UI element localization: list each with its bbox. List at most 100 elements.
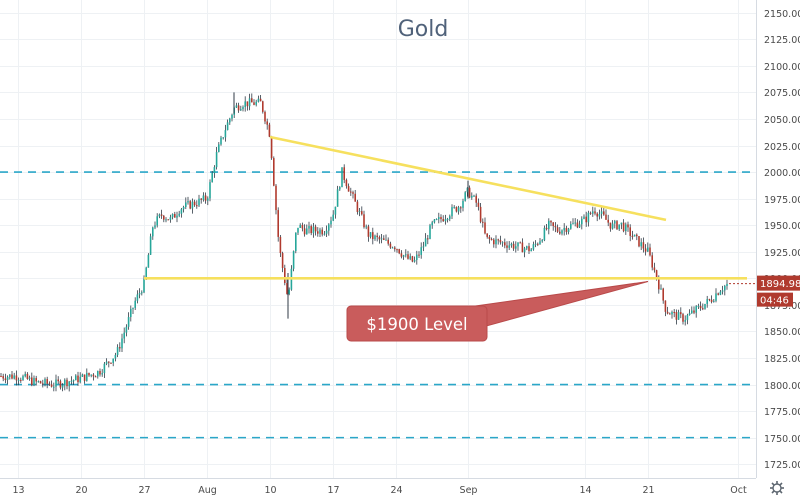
candle-body [259, 98, 262, 102]
candle-body [407, 254, 409, 259]
candle-body [418, 254, 420, 256]
candle-body [323, 233, 326, 235]
candle-body [270, 136, 273, 159]
candle-body [440, 217, 442, 220]
candle-body [616, 221, 618, 230]
candle-body [0, 376, 2, 378]
candle-body [145, 267, 147, 279]
candle-body [442, 219, 444, 222]
candle-body [68, 381, 70, 387]
candle-body [642, 242, 645, 249]
candle-body [171, 213, 174, 218]
candle-body [15, 375, 18, 381]
x-tick-label: Aug [198, 485, 217, 496]
x-tick-label: 10 [264, 485, 276, 496]
candle-body [28, 377, 31, 379]
candle-body [279, 236, 282, 254]
candle-body [510, 243, 513, 246]
candle-body [475, 195, 477, 203]
candle-body [710, 299, 713, 302]
candle-body [130, 308, 132, 318]
candle-body [539, 241, 541, 245]
candle-body [618, 224, 620, 230]
candle-body [284, 268, 286, 284]
candle-body [402, 255, 405, 257]
candle-body [523, 248, 526, 253]
candle-body [136, 294, 139, 301]
candle-body [167, 219, 169, 221]
candle-body [435, 219, 438, 221]
countdown-label: 04:46 [760, 296, 789, 307]
candle-body [303, 228, 306, 235]
candle-body [224, 130, 227, 138]
candle-body [598, 213, 601, 217]
candle-body [132, 307, 134, 309]
candle-body [369, 232, 372, 237]
callout-box [346, 305, 488, 342]
y-tick-label: 1950.00 [764, 221, 800, 232]
candle-body [574, 222, 576, 224]
candle-body [103, 363, 106, 374]
candle-body [64, 379, 66, 386]
candle-body [433, 219, 436, 223]
candle-body [497, 239, 499, 241]
candle-body [374, 235, 376, 240]
candle-body [350, 191, 352, 193]
candle-body [405, 254, 407, 256]
candle-body [537, 243, 539, 245]
candle-body [484, 222, 486, 234]
candle-body [248, 98, 251, 107]
grid [0, 0, 756, 478]
candle-body [251, 98, 253, 103]
last-price-tag [757, 275, 800, 291]
candle-body [6, 376, 9, 381]
candle-body [578, 224, 581, 228]
candle-body [559, 231, 561, 234]
x-tick-label: 24 [390, 485, 402, 496]
candle-body [666, 311, 669, 314]
candle-body [281, 253, 284, 269]
candle-body [389, 243, 392, 248]
candle-body [35, 378, 37, 382]
candle-body [429, 225, 431, 239]
candle-body [501, 242, 504, 244]
callout-label: $1900 Level [366, 315, 467, 334]
candle-body [508, 245, 510, 248]
chart-title: Gold [398, 17, 449, 42]
candle-body [677, 312, 680, 320]
candle-body [193, 201, 196, 206]
candle-body [50, 384, 53, 387]
y-tick-label: 2125.00 [764, 35, 800, 46]
candle-body [70, 380, 73, 382]
candle-body [372, 232, 374, 240]
candle-body [2, 376, 4, 379]
candle-body [57, 379, 59, 382]
candle-body [160, 214, 163, 216]
candle-body [26, 373, 29, 379]
candle-body [211, 173, 213, 183]
last-price-tags: 1894.98 04:46 [729, 275, 800, 307]
candle-body [149, 236, 152, 255]
candle-body [649, 247, 651, 256]
candle-body [552, 222, 554, 227]
candle-body [400, 253, 403, 257]
candle-body [185, 202, 187, 207]
candle-body [706, 299, 708, 304]
candle-body [39, 381, 42, 384]
candle-body [105, 361, 108, 364]
candle-body [528, 246, 530, 252]
y-tick-label: 2150.00 [764, 9, 800, 20]
y-tick-label: 1825.00 [764, 354, 800, 365]
candle-body [154, 225, 156, 228]
candle-body [576, 222, 579, 228]
candle-body [457, 207, 460, 212]
candle-body [521, 242, 524, 253]
x-tick-label: 20 [75, 485, 87, 496]
candle-body [215, 151, 218, 168]
candle-body [543, 227, 546, 241]
candle-body [235, 105, 238, 108]
candle-body [266, 121, 268, 125]
candle-body [367, 226, 370, 237]
gear-icon[interactable] [770, 481, 784, 495]
